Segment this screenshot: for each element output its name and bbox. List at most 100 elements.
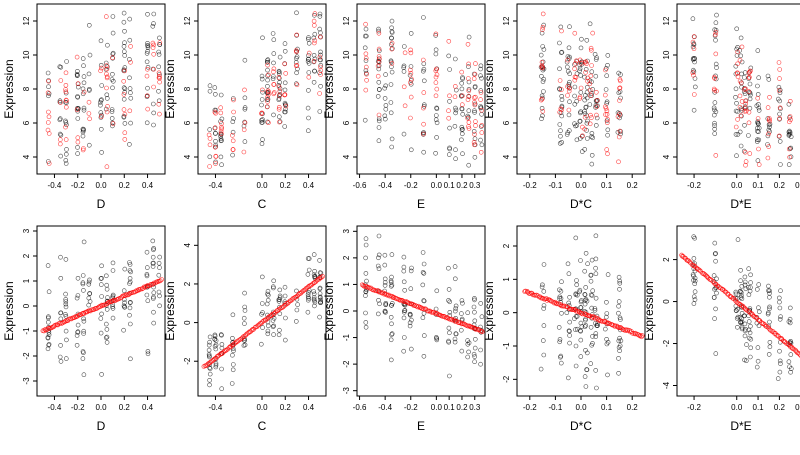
black-data-point xyxy=(776,377,780,381)
black-data-point xyxy=(402,349,406,353)
red-data-point xyxy=(59,79,63,83)
black-data-point xyxy=(377,139,381,143)
black-data-point xyxy=(739,36,743,40)
black-data-point xyxy=(778,359,782,363)
y-tick-label: 4 xyxy=(183,154,192,159)
y-tick-label: 3 xyxy=(22,228,31,233)
black-data-point xyxy=(421,251,425,255)
x-tick-label: 0.0 xyxy=(431,181,443,190)
black-data-point xyxy=(591,289,595,293)
black-data-point xyxy=(82,329,86,333)
black-data-point xyxy=(606,133,610,137)
black-data-point xyxy=(129,121,133,125)
black-data-point xyxy=(434,52,438,56)
black-data-point xyxy=(421,283,425,287)
black-data-point xyxy=(58,355,62,359)
black-data-point xyxy=(157,65,161,69)
black-data-point xyxy=(129,270,133,274)
black-data-point xyxy=(87,143,91,147)
black-data-point xyxy=(158,255,162,259)
black-data-point xyxy=(390,19,394,23)
black-data-point xyxy=(748,97,752,101)
black-data-point xyxy=(460,132,464,136)
black-data-point xyxy=(788,306,792,310)
black-data-point xyxy=(219,93,223,97)
black-data-point xyxy=(64,152,68,156)
black-data-point xyxy=(272,52,276,56)
black-data-point xyxy=(128,313,132,317)
black-data-point xyxy=(755,365,759,369)
red-data-point xyxy=(591,31,595,35)
red-data-point xyxy=(99,66,103,70)
black-data-point xyxy=(467,163,471,167)
black-data-point xyxy=(389,83,393,87)
black-data-point xyxy=(243,291,247,295)
black-data-point xyxy=(231,313,235,317)
black-data-point xyxy=(157,36,161,40)
black-data-point xyxy=(579,37,583,41)
black-data-point xyxy=(128,306,132,310)
y-tick-label: 4 xyxy=(662,154,671,159)
red-data-point xyxy=(757,163,761,167)
black-data-point xyxy=(591,87,595,91)
black-data-point xyxy=(749,346,753,350)
black-data-point xyxy=(151,255,155,259)
black-data-point xyxy=(389,101,393,105)
black-data-point xyxy=(453,124,457,128)
black-data-point xyxy=(558,123,562,127)
red-data-point xyxy=(480,131,484,135)
red-data-point xyxy=(75,55,79,59)
black-data-point xyxy=(454,88,458,92)
black-data-point xyxy=(459,328,463,332)
black-data-point xyxy=(453,57,457,61)
black-data-point xyxy=(691,17,695,21)
red-data-point xyxy=(756,96,760,100)
black-data-point xyxy=(123,267,127,271)
black-data-point xyxy=(585,38,589,42)
black-data-point xyxy=(283,81,287,85)
red-data-point xyxy=(364,22,368,26)
black-data-point xyxy=(778,139,782,143)
black-data-point xyxy=(364,320,368,324)
black-data-point xyxy=(123,29,127,33)
black-data-point xyxy=(575,283,579,287)
black-data-point xyxy=(152,310,156,314)
black-data-point xyxy=(82,75,86,79)
red-data-point xyxy=(409,95,413,99)
x-axis-title: D xyxy=(97,419,106,433)
red-data-point xyxy=(747,121,751,125)
red-data-point xyxy=(473,132,477,136)
black-data-point xyxy=(542,77,546,81)
red-data-point xyxy=(422,122,426,126)
black-data-point xyxy=(128,87,132,91)
black-data-point xyxy=(558,67,562,71)
black-data-point xyxy=(460,349,464,353)
red-data-point xyxy=(271,70,275,74)
y-tick-label: -2 xyxy=(342,360,351,368)
black-data-point xyxy=(542,263,546,267)
black-data-point xyxy=(617,304,621,308)
y-tick-label: 12 xyxy=(183,16,192,25)
black-data-point xyxy=(757,283,761,287)
black-data-point xyxy=(422,150,426,154)
y-tick-label: 6 xyxy=(502,120,511,125)
black-data-point xyxy=(214,139,218,143)
black-data-point xyxy=(128,38,132,42)
y-tick-label: -2 xyxy=(183,357,192,365)
black-data-point xyxy=(619,96,623,100)
y-tick-label: 2 xyxy=(183,281,192,286)
x-axis-title: D xyxy=(97,197,106,211)
black-data-point xyxy=(151,239,155,243)
y-tick-label: -3 xyxy=(22,377,31,385)
black-data-point xyxy=(76,145,80,149)
x-tick-label: 0.2 xyxy=(119,181,131,190)
black-data-point xyxy=(105,307,109,311)
x-tick-label: 0.1 xyxy=(444,181,456,190)
y-tick-label: 8 xyxy=(183,86,192,91)
black-data-point xyxy=(75,296,79,300)
red-data-point xyxy=(479,150,483,154)
y-tick-label: 10 xyxy=(662,50,671,59)
black-data-point xyxy=(566,262,570,266)
black-data-point xyxy=(87,72,91,76)
